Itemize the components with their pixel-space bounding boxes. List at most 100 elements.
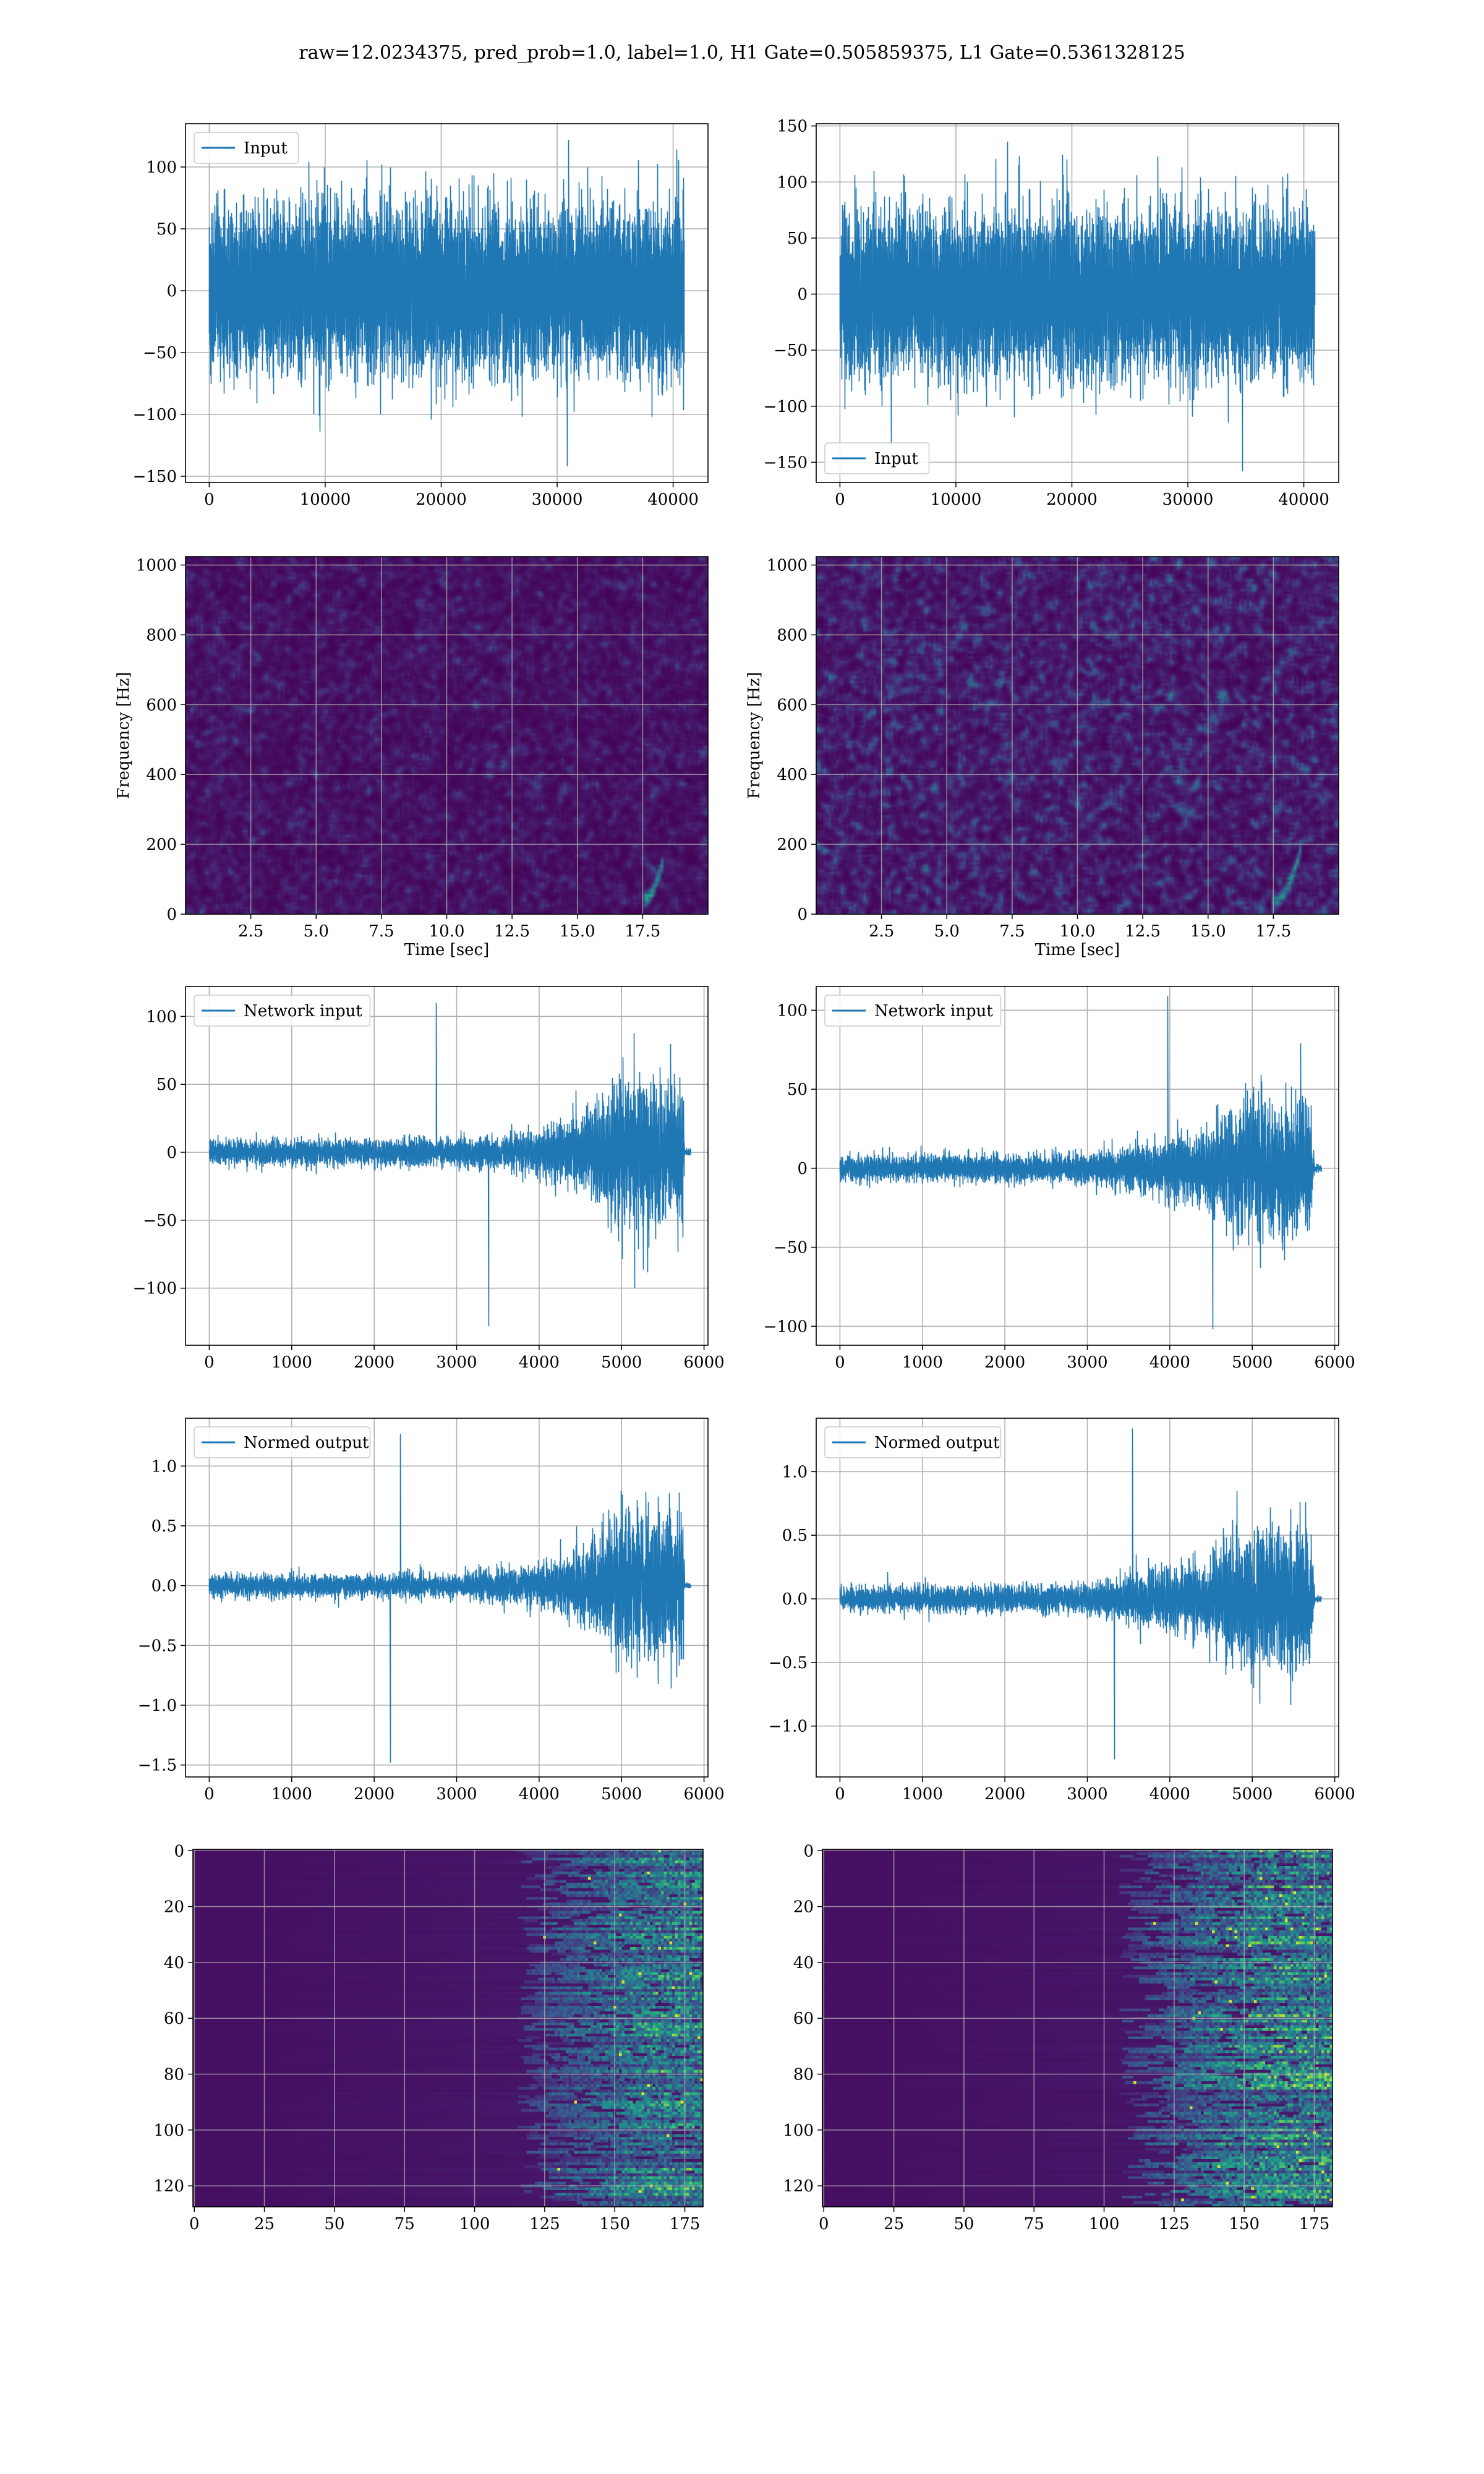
x-tick-label: 10000 xyxy=(931,490,982,509)
y-tick-label: 100 xyxy=(146,158,177,177)
legend-box xyxy=(194,132,299,164)
series-line xyxy=(208,139,685,467)
x-tick-label: 40000 xyxy=(647,490,699,509)
y-tick-label: 50 xyxy=(787,1081,808,1099)
y-tick-label: 100 xyxy=(777,1001,808,1020)
y-tick-label: 600 xyxy=(146,696,177,714)
legend-box xyxy=(194,1426,371,1458)
y-tick-label: 1000 xyxy=(136,557,177,575)
y-tick-label: 120 xyxy=(153,2177,184,2196)
y-tick-label: 0.5 xyxy=(151,1517,177,1536)
subplot-l1-spectrogram: 2.5 5.0 7.5 10.0 12.5 15.0 17.5 0 200 400 600 800 10… xyxy=(745,556,1339,959)
x-tick-label: 0 xyxy=(835,1353,845,1372)
x-tick-label: 150 xyxy=(1229,2215,1260,2233)
x-tick-label: 50 xyxy=(324,2215,344,2233)
y-axis-label: Frequency [Hz] xyxy=(114,672,133,799)
y-tick-label: 100 xyxy=(146,1008,177,1026)
axes-frame xyxy=(185,123,709,483)
y-tick-label: −50 xyxy=(143,1212,177,1230)
y-tick-label: −50 xyxy=(143,344,177,362)
x-tick-label: 17.5 xyxy=(1255,922,1291,941)
y-tick-label: 1.0 xyxy=(782,1463,808,1481)
x-tick-label: 5.0 xyxy=(304,922,329,941)
x-tick-label: 5000 xyxy=(1232,1785,1273,1804)
y-tick-label: 40 xyxy=(164,1954,184,1972)
axes-frame xyxy=(185,986,709,1346)
legend: Input xyxy=(824,442,930,474)
x-tick-label: 6000 xyxy=(684,1353,725,1372)
legend-label: Normed output xyxy=(244,1434,369,1452)
y-tick-label: 0 xyxy=(166,282,177,301)
y-tick-label: 600 xyxy=(777,696,808,714)
x-tick-label: 15.0 xyxy=(1190,922,1226,941)
y-tick-label: −1.0 xyxy=(138,1697,177,1715)
y-tick-label: 150 xyxy=(777,118,808,136)
y-tick-label: −150 xyxy=(133,468,177,486)
x-tick-label: 5.0 xyxy=(934,922,960,941)
x-tick-label: 0 xyxy=(204,1353,215,1372)
y-tick-label: 400 xyxy=(777,766,808,784)
x-tick-label: 1000 xyxy=(271,1353,312,1372)
legend-box xyxy=(824,442,930,474)
axes-frame xyxy=(816,1418,1339,1778)
y-axis-label: Frequency [Hz] xyxy=(745,672,764,799)
x-tick-label: 0 xyxy=(204,1785,215,1804)
y-tick-label: −100 xyxy=(133,1280,177,1298)
x-tick-label: 25 xyxy=(884,2215,904,2233)
x-tick-label: 12.5 xyxy=(1125,922,1161,941)
x-tick-label: 1000 xyxy=(271,1785,312,1804)
series-line xyxy=(208,1003,692,1327)
legend-label: Input xyxy=(874,450,918,468)
x-tick-label: 100 xyxy=(459,2215,490,2233)
y-tick-label: 60 xyxy=(164,2010,184,2028)
y-tick-label: −100 xyxy=(133,406,177,424)
y-tick-label: 60 xyxy=(793,2010,814,2028)
legend-label: Network input xyxy=(874,1002,993,1021)
subplot-h1-spectrogram: 2.5 5.0 7.5 10.0 12.5 15.0 17.5 0 200 400 600 800 10… xyxy=(114,556,709,959)
x-tick-label: 125 xyxy=(1159,2215,1190,2233)
legend-label: Network input xyxy=(244,1002,362,1021)
x-axis-label: Time [sec] xyxy=(404,941,490,959)
y-tick-label: 0 xyxy=(174,1842,184,1860)
y-tick-label: 100 xyxy=(783,2121,814,2140)
x-tick-label: 125 xyxy=(529,2215,560,2233)
x-tick-label: 2000 xyxy=(354,1353,394,1372)
x-tick-label: 7.5 xyxy=(369,922,394,941)
x-tick-label: 3000 xyxy=(436,1353,477,1372)
x-tick-label: 0 xyxy=(835,490,845,509)
axes-frame xyxy=(816,556,1339,915)
y-tick-label: −150 xyxy=(764,453,808,472)
x-tick-label: 100 xyxy=(1089,2215,1120,2233)
legend-box xyxy=(194,995,371,1027)
subplot-h1-normed-output: 0 1000 2000 3000 4000 5000 6000 −1.5 −1.0 −0.5 0.0… xyxy=(138,1418,725,1804)
y-tick-label: 0 xyxy=(797,1160,808,1178)
y-tick-label: 800 xyxy=(146,626,177,644)
x-tick-label: 10.0 xyxy=(429,922,465,941)
y-tick-label: −50 xyxy=(774,1239,808,1257)
legend-box xyxy=(824,1426,1002,1458)
y-tick-label: 50 xyxy=(787,229,808,248)
y-tick-label: 80 xyxy=(164,2066,184,2084)
y-tick-label: 100 xyxy=(777,173,808,192)
y-tick-label: 100 xyxy=(153,2121,184,2140)
x-tick-label: 7.5 xyxy=(999,922,1025,941)
y-tick-label: 0.5 xyxy=(782,1526,808,1545)
y-tick-label: −0.5 xyxy=(769,1654,808,1672)
x-tick-label: 5000 xyxy=(601,1353,642,1372)
y-tick-label: 0.0 xyxy=(151,1577,177,1596)
x-tick-label: 2.5 xyxy=(238,922,263,941)
x-tick-label: 4000 xyxy=(519,1785,560,1804)
y-tick-label: 80 xyxy=(793,2066,814,2084)
y-tick-label: 120 xyxy=(783,2177,814,2196)
feature-map-image xyxy=(193,1849,703,2207)
x-tick-label: 150 xyxy=(599,2215,630,2233)
y-tick-label: 800 xyxy=(777,626,808,644)
x-tick-label: 2.5 xyxy=(869,922,894,941)
x-tick-label: 75 xyxy=(394,2215,415,2233)
y-tick-label: 20 xyxy=(793,1898,814,1917)
series-line xyxy=(839,1428,1323,1760)
y-tick-label: −1.5 xyxy=(138,1757,177,1775)
grid-lines xyxy=(186,557,708,915)
x-tick-label: 2000 xyxy=(354,1785,394,1804)
